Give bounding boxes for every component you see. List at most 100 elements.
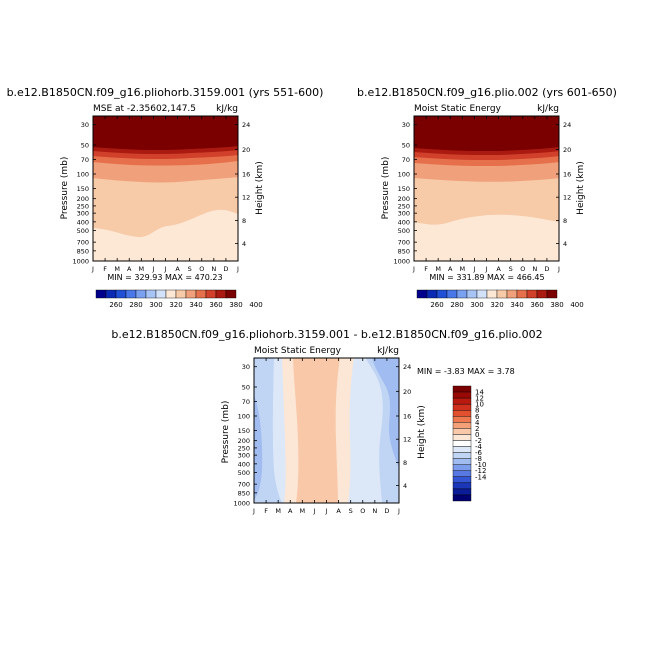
panel-b-month-axis: J F M A M J J A S O N D J xyxy=(412,265,560,273)
panel-c-title: b.e12.B1850CN.f09_g16.pliohorb.3159.001 … xyxy=(111,328,542,341)
month-tick: J xyxy=(151,265,154,273)
colorbar-label: 340 xyxy=(510,301,523,309)
pressure-tick: 500 xyxy=(77,227,89,235)
colorbar-label: 280 xyxy=(450,301,463,309)
height-tick: 12 xyxy=(403,436,411,444)
month-tick: J xyxy=(252,507,255,515)
height-tick: 20 xyxy=(403,388,411,396)
pressure-tick: 500 xyxy=(238,469,250,477)
pressure-tick: 500 xyxy=(398,227,410,235)
colorbar-swatch xyxy=(215,289,227,299)
colorbar-swatch xyxy=(452,452,472,459)
panel-b-pressure-axis: 30 50 70 100 150 200 250 300 400 500 700… xyxy=(393,121,410,265)
colorbar-swatch xyxy=(526,289,538,299)
colorbar-swatch xyxy=(466,289,478,299)
band-neg-6-left xyxy=(254,395,263,500)
month-tick: S xyxy=(509,265,513,273)
colorbar-swatch xyxy=(452,440,472,447)
pc-tick-marks xyxy=(253,358,400,504)
colorbar-label: 320 xyxy=(490,301,503,309)
colorbar-swatch xyxy=(452,391,472,399)
panel-c-colorbar-labels: 14 12 10 8 6 4 2 0 -2 -4 -6 -8 -10 -12 -… xyxy=(475,389,487,482)
pressure-tick: 150 xyxy=(398,185,410,193)
colorbar-swatch xyxy=(456,289,468,299)
month-tick: D xyxy=(223,265,228,273)
colorbar-swatch xyxy=(155,289,167,299)
panel-c-height-axis: 24 20 16 12 8 4 xyxy=(403,363,411,490)
pressure-tick: 850 xyxy=(398,247,410,255)
month-tick: A xyxy=(288,507,293,515)
height-tick: 16 xyxy=(242,171,250,179)
colorbar-swatch xyxy=(195,289,207,299)
panel-b-units: kJ/kg xyxy=(537,104,559,114)
pressure-tick: 30 xyxy=(402,121,410,129)
panel-b: b.e12.B1850CN.f09_g16.plio.002 (yrs 601-… xyxy=(357,86,617,309)
colorbar-swatch xyxy=(476,289,488,299)
band-pos-4 xyxy=(293,358,340,503)
colorbar-swatch xyxy=(452,422,472,429)
colorbar-swatch xyxy=(426,289,438,299)
colorbar-label: 360 xyxy=(530,301,543,309)
pressure-tick: 50 xyxy=(81,142,89,150)
pressure-tick: 70 xyxy=(242,398,250,406)
panel-a-colorbar xyxy=(95,289,237,299)
month-tick: M xyxy=(435,265,441,273)
pressure-tick: 50 xyxy=(242,384,250,392)
month-tick: M xyxy=(275,507,281,515)
month-tick: N xyxy=(532,265,537,273)
month-tick: J xyxy=(557,265,560,273)
panel-a-pressure-axis: 30 50 70 100 150 200 250 300 400 500 700… xyxy=(72,121,89,265)
panel-a: b.e12.B1850CN.f09_g16.pliohorb.3159.001 … xyxy=(7,86,324,309)
panel-c-colorbar xyxy=(452,385,472,502)
colorbar-label: -8 xyxy=(475,455,482,463)
pressure-tick: 400 xyxy=(77,218,89,226)
panel-b-stats: MIN = 331.89 MAX = 466.45 xyxy=(429,273,544,282)
colorbar-label: 320 xyxy=(169,301,182,309)
pressure-tick: 150 xyxy=(238,427,250,435)
month-tick: J xyxy=(312,507,315,515)
colorbar-swatch xyxy=(452,434,472,441)
colorbar-label: -12 xyxy=(475,467,486,475)
pressure-tick: 1000 xyxy=(72,258,89,266)
colorbar-label: 380 xyxy=(229,301,242,309)
colorbar-label: 340 xyxy=(189,301,202,309)
month-tick: A xyxy=(175,265,180,273)
colorbar-swatch xyxy=(452,482,472,490)
panel-b-plot xyxy=(414,116,559,261)
pressure-tick: 30 xyxy=(81,121,89,129)
height-tick: 8 xyxy=(403,459,407,467)
colorbar-swatch xyxy=(536,289,548,299)
colorbar-swatch xyxy=(416,289,428,299)
panel-a-ylabel-right: Height (km) xyxy=(255,161,265,215)
month-tick: O xyxy=(199,265,204,273)
colorbar-swatch xyxy=(165,289,177,299)
colorbar-label: 10 xyxy=(475,401,484,409)
month-tick: S xyxy=(188,265,192,273)
month-tick: O xyxy=(360,507,365,515)
panel-a-colorbar-labels: 260 280 300 320 340 360 380 400 xyxy=(109,301,262,309)
panel-a-units: kJ/kg xyxy=(216,104,238,114)
month-tick: J xyxy=(472,265,475,273)
month-tick: F xyxy=(424,265,428,273)
colorbar-label: 2 xyxy=(475,425,479,433)
pressure-tick: 70 xyxy=(81,156,89,164)
pressure-tick: 100 xyxy=(77,171,89,179)
colorbar-label: 8 xyxy=(475,407,479,415)
panel-c-ylabel: Pressure (mb) xyxy=(221,401,231,464)
panel-c-ylabel-right: Height (km) xyxy=(417,405,427,459)
height-tick: 20 xyxy=(242,146,250,154)
height-tick: 24 xyxy=(403,363,411,371)
colorbar-label: 6 xyxy=(475,413,480,421)
panel-b-height-axis: 24 20 16 12 8 4 xyxy=(563,121,571,248)
height-tick: 16 xyxy=(563,171,571,179)
colorbar-swatch xyxy=(95,289,107,299)
month-tick: J xyxy=(236,265,239,273)
pressure-tick: 250 xyxy=(398,202,410,210)
colorbar-label: 400 xyxy=(249,301,262,309)
panel-b-subtitle: Moist Static Energy xyxy=(414,104,502,114)
colorbar-label: -2 xyxy=(475,437,482,445)
panel-a-plot xyxy=(93,116,238,261)
panel-c-pressure-axis: 30 50 70 100 150 200 250 300 400 500 700… xyxy=(233,363,250,507)
colorbar-swatch xyxy=(185,289,197,299)
